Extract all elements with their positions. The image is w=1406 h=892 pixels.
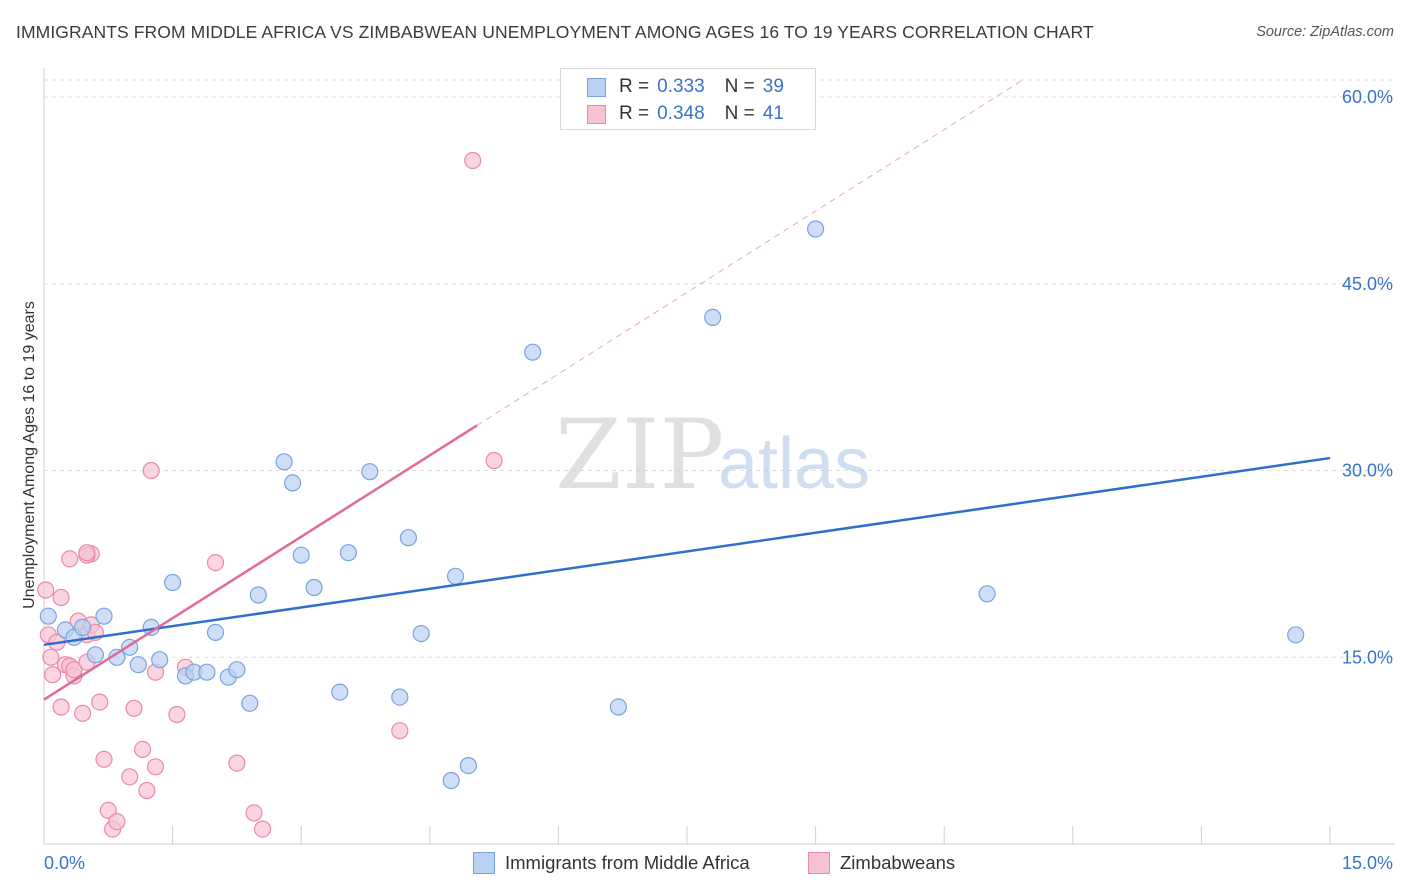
correlation-legend: R = 0.333 N = 39 R = 0.348 N = 41 (560, 68, 816, 130)
data-point (121, 768, 139, 786)
data-point (292, 546, 310, 564)
legend-r-value: 0.333 (657, 76, 705, 97)
legend-swatch-blue (587, 77, 606, 97)
data-point (37, 581, 55, 599)
data-point (168, 705, 186, 724)
trend-line-zimbabweans-extension (476, 77, 1026, 426)
data-point (609, 698, 628, 716)
data-point (978, 585, 996, 603)
data-point (61, 550, 79, 568)
data-point (442, 771, 460, 790)
data-point (43, 666, 62, 684)
trend-line-zimbabweans (43, 424, 478, 701)
data-point (524, 343, 542, 361)
data-point (164, 573, 182, 592)
data-point (339, 544, 357, 562)
y-tick-label: 30.0% (1342, 461, 1393, 481)
series-zimbabweans-points (37, 151, 503, 838)
data-point (125, 699, 143, 717)
data-point (361, 463, 379, 481)
data-point (142, 461, 160, 480)
data-point (485, 451, 503, 470)
data-point (459, 756, 477, 775)
axes (43, 68, 1395, 845)
bottom-legend-swatch-pink (808, 852, 830, 874)
legend-n-label: N = (724, 76, 755, 97)
data-point (331, 683, 349, 701)
legend-swatch-pink (587, 104, 606, 124)
chart-title: IMMIGRANTS FROM MIDDLE AFRICA VS ZIMBABW… (16, 22, 1094, 42)
data-point (275, 453, 293, 471)
data-point (73, 704, 92, 722)
data-point (399, 529, 417, 547)
x-tick-label-max: 15.0% (1342, 853, 1393, 873)
data-point (206, 553, 225, 572)
y-tick-label: 15.0% (1342, 647, 1393, 667)
data-point (254, 820, 272, 838)
bottom-legend-label: Zimbabweans (840, 852, 956, 873)
data-point (228, 661, 246, 679)
x-tick-label-min: 0.0% (44, 853, 85, 873)
trend-line-middle-africa (43, 456, 1331, 647)
data-point (446, 567, 465, 585)
bottom-legend-zimbabweans: Zimbabweans (808, 852, 955, 874)
data-point (146, 758, 165, 776)
data-point (806, 220, 825, 238)
watermark-atlas: atlas (718, 424, 870, 504)
data-point (464, 151, 482, 170)
data-point (42, 648, 60, 666)
bottom-legend-middle-africa: Immigrants from Middle Africa (473, 852, 750, 874)
data-point (245, 804, 263, 822)
data-point (412, 624, 430, 643)
legend-row-middle-africa: R = 0.333 N = 39 (587, 76, 784, 98)
data-point (73, 618, 92, 637)
y-tick-label: 60.0% (1342, 87, 1393, 107)
bottom-legend-label: Immigrants from Middle Africa (505, 852, 750, 873)
data-point (305, 578, 323, 597)
legend-n-label: N = (724, 103, 755, 124)
data-point (129, 656, 147, 674)
data-point (704, 308, 722, 326)
data-point (198, 663, 216, 681)
watermark-zip: ZIP (555, 399, 724, 511)
data-point (108, 812, 126, 831)
data-point (1287, 626, 1305, 644)
series-middle-africa-points (39, 220, 1305, 790)
data-point (95, 607, 113, 625)
legend-row-zimbabweans: R = 0.348 N = 41 (587, 103, 784, 125)
data-point (151, 651, 169, 669)
watermark: ZIP atlas (555, 399, 870, 511)
source-credit: Source: ZipAtlas.com (1256, 24, 1394, 40)
y-tick-label: 45.0% (1342, 274, 1393, 294)
data-point (134, 740, 152, 759)
legend-n-value: 39 (762, 76, 784, 97)
data-point (91, 693, 109, 711)
data-point (228, 754, 246, 772)
data-point (78, 544, 96, 562)
legend-r-label: R = (619, 76, 650, 97)
data-point (52, 588, 70, 607)
data-point (86, 646, 105, 664)
data-point (391, 722, 409, 740)
data-point (249, 586, 267, 604)
data-point (241, 694, 259, 712)
data-point (284, 474, 302, 492)
data-point (39, 607, 57, 625)
data-point (391, 688, 409, 706)
legend-r-label: R = (619, 103, 650, 124)
legend-n-value: 41 (762, 103, 784, 124)
data-point (52, 698, 70, 716)
y-axis-label: Unemployment Among Ages 16 to 19 years (21, 301, 38, 609)
data-point (138, 781, 156, 800)
trend-lines (43, 77, 1331, 701)
tick-labels: 15.0% 30.0% 45.0% 60.0% 0.0% 15.0% (44, 87, 1393, 873)
legend-r-value: 0.348 (657, 103, 705, 124)
data-point (95, 750, 113, 768)
data-point (65, 661, 83, 679)
data-point (206, 623, 225, 642)
bottom-legend-swatch-blue (473, 852, 495, 874)
